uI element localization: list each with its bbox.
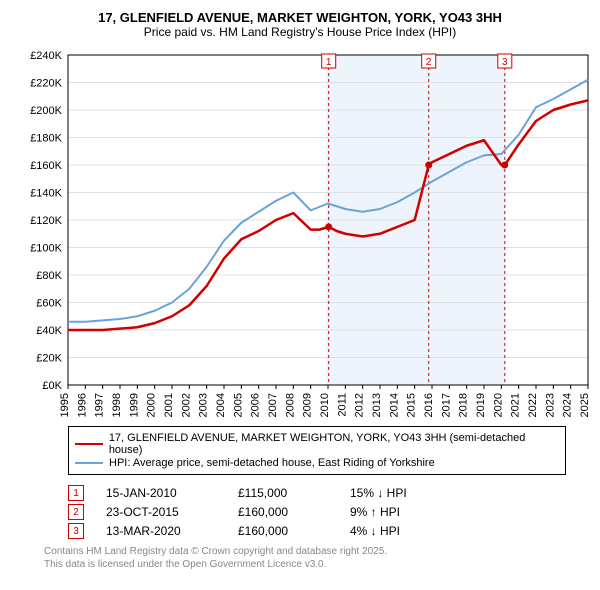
svg-text:2014: 2014	[388, 393, 400, 417]
svg-text:2001: 2001	[163, 393, 175, 417]
svg-text:1999: 1999	[128, 393, 140, 417]
line-chart: £0K £20K £40K £60K £80K £100K £120K £140K £160K £…	[10, 45, 600, 417]
svg-text:1998: 1998	[111, 393, 123, 417]
svg-text:£120K: £120K	[30, 215, 62, 227]
svg-text:1995: 1995	[59, 393, 71, 417]
svg-text:2018: 2018	[458, 393, 470, 417]
svg-text:£60K: £60K	[36, 298, 62, 310]
footer-line1: Contains HM Land Registry data © Crown c…	[44, 545, 566, 558]
legend-label: HPI: Average price, semi-detached house,…	[109, 457, 435, 469]
svg-text:2002: 2002	[180, 393, 192, 417]
event-price: £160,000	[238, 505, 328, 519]
chart-container: £0K £20K £40K £60K £80K £100K £120K £140K £160K £…	[10, 45, 590, 420]
svg-text:1997: 1997	[94, 393, 106, 417]
svg-text:£80K: £80K	[36, 270, 62, 282]
svg-text:£0K: £0K	[42, 380, 62, 392]
event-marker: 1	[68, 485, 84, 501]
legend: 17, GLENFIELD AVENUE, MARKET WEIGHTON, Y…	[68, 426, 566, 475]
svg-text:2000: 2000	[146, 393, 158, 417]
svg-text:2019: 2019	[475, 393, 487, 417]
event-row: 2 23-OCT-2015 £160,000 9% ↑ HPI	[68, 504, 566, 520]
svg-text:2006: 2006	[250, 393, 262, 417]
svg-text:2011: 2011	[336, 393, 348, 417]
event-price: £160,000	[238, 524, 328, 538]
svg-text:2020: 2020	[492, 393, 504, 417]
svg-text:2016: 2016	[423, 393, 435, 417]
svg-text:2: 2	[426, 57, 432, 68]
event-row: 1 15-JAN-2010 £115,000 15% ↓ HPI	[68, 485, 566, 501]
svg-text:£40K: £40K	[36, 325, 62, 337]
legend-swatch	[75, 443, 103, 445]
chart-title-line1: 17, GLENFIELD AVENUE, MARKET WEIGHTON, Y…	[10, 10, 590, 25]
svg-text:2015: 2015	[406, 393, 418, 417]
event-date: 13-MAR-2020	[106, 524, 216, 538]
svg-text:£100K: £100K	[30, 243, 62, 255]
event-date: 15-JAN-2010	[106, 486, 216, 500]
svg-text:2023: 2023	[544, 393, 556, 417]
svg-text:2009: 2009	[302, 393, 314, 417]
legend-label: 17, GLENFIELD AVENUE, MARKET WEIGHTON, Y…	[109, 432, 559, 456]
svg-text:£240K: £240K	[30, 50, 62, 62]
svg-text:2024: 2024	[562, 393, 574, 417]
svg-text:2025: 2025	[579, 393, 591, 417]
svg-text:£140K: £140K	[30, 188, 62, 200]
event-marker: 2	[68, 504, 84, 520]
svg-text:£180K: £180K	[30, 133, 62, 145]
svg-text:2008: 2008	[284, 393, 296, 417]
svg-text:2004: 2004	[215, 393, 227, 417]
event-marker: 3	[68, 523, 84, 539]
svg-text:2017: 2017	[440, 393, 452, 417]
svg-text:£200K: £200K	[30, 105, 62, 117]
svg-text:2005: 2005	[232, 393, 244, 417]
svg-text:3: 3	[502, 57, 508, 68]
legend-item: 17, GLENFIELD AVENUE, MARKET WEIGHTON, Y…	[75, 432, 559, 456]
svg-text:2013: 2013	[371, 393, 383, 417]
event-table: 1 15-JAN-2010 £115,000 15% ↓ HPI 2 23-OCT-201…	[68, 485, 566, 539]
event-date: 23-OCT-2015	[106, 505, 216, 519]
svg-text:£220K: £220K	[30, 78, 62, 90]
svg-text:2021: 2021	[510, 393, 522, 417]
event-price: £115,000	[238, 486, 328, 500]
event-row: 3 13-MAR-2020 £160,000 4% ↓ HPI	[68, 523, 566, 539]
event-delta: 4% ↓ HPI	[350, 524, 440, 538]
svg-text:2010: 2010	[319, 393, 331, 417]
svg-text:2007: 2007	[267, 393, 279, 417]
footer-line2: This data is licensed under the Open Gov…	[44, 558, 566, 571]
svg-text:2003: 2003	[198, 393, 210, 417]
svg-text:1: 1	[326, 57, 332, 68]
svg-text:1996: 1996	[76, 393, 88, 417]
legend-item: HPI: Average price, semi-detached house,…	[75, 457, 559, 469]
footer-attribution: Contains HM Land Registry data © Crown c…	[44, 545, 566, 571]
event-delta: 15% ↓ HPI	[350, 486, 440, 500]
legend-swatch	[75, 462, 103, 464]
svg-text:2012: 2012	[354, 393, 366, 417]
svg-text:£20K: £20K	[36, 353, 62, 365]
event-delta: 9% ↑ HPI	[350, 505, 440, 519]
svg-text:£160K: £160K	[30, 160, 62, 172]
chart-title-line2: Price paid vs. HM Land Registry's House …	[10, 25, 590, 39]
svg-text:2022: 2022	[527, 393, 539, 417]
